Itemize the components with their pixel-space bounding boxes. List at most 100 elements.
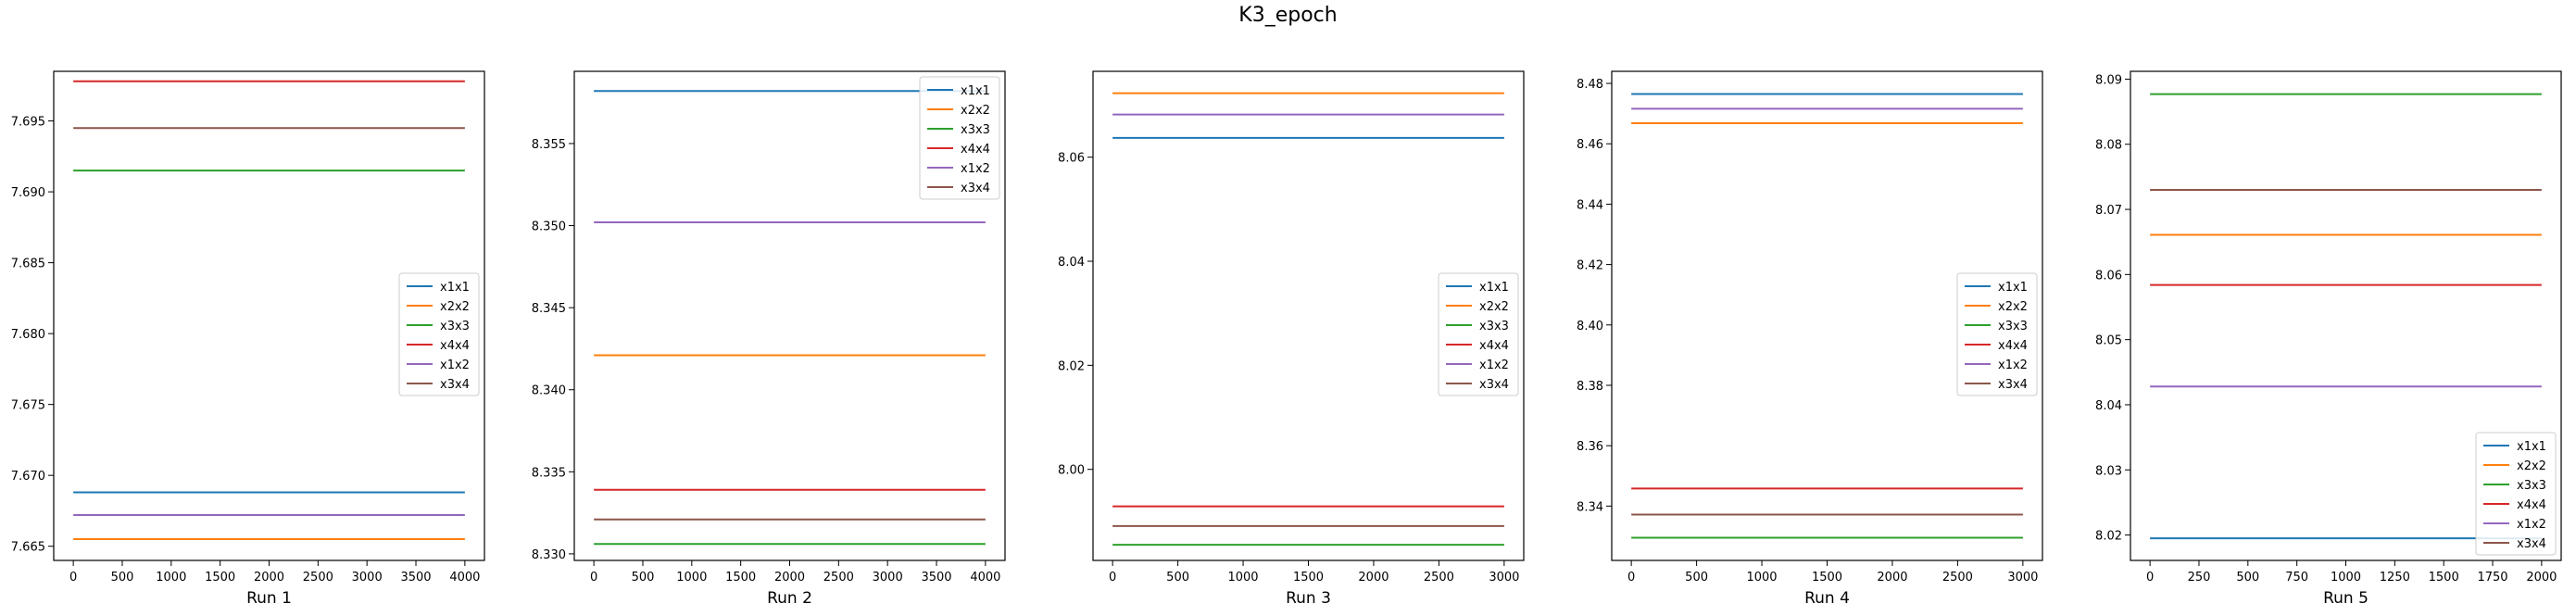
y-tick-label: 8.00 bbox=[1058, 464, 1085, 478]
legend-label-x3x4: x3x4 bbox=[2517, 537, 2546, 551]
x-tick-label: 3500 bbox=[921, 571, 951, 585]
x-tick-label: 2000 bbox=[1358, 571, 1389, 585]
legend-label-x3x3: x3x3 bbox=[1998, 320, 2028, 333]
x-tick-label: 2000 bbox=[2526, 571, 2557, 585]
x-axis-label: Run 5 bbox=[2323, 589, 2369, 608]
y-tick-label: 8.350 bbox=[532, 220, 566, 234]
x-tick-label: 3000 bbox=[2007, 571, 2038, 585]
x-tick-label: 500 bbox=[632, 571, 655, 585]
legend-label-x1x1: x1x1 bbox=[2517, 440, 2546, 454]
legend-label-x1x2: x1x2 bbox=[1479, 358, 1509, 372]
x-tick-label: 4000 bbox=[970, 571, 1000, 585]
subplot-1: 0 500 1000 1500 2000 2500 3000 3500 4000 7.665 7.6… bbox=[11, 70, 485, 608]
y-tick-label: 7.690 bbox=[11, 186, 45, 200]
y-tick-label: 8.355 bbox=[532, 138, 566, 152]
x-tick-label: 2500 bbox=[1424, 571, 1454, 585]
legend-label-x3x3: x3x3 bbox=[440, 320, 470, 333]
legend-label-x1x2: x1x2 bbox=[1998, 358, 2028, 372]
y-tick-label: 7.675 bbox=[11, 399, 45, 413]
x-tick-label: 500 bbox=[1166, 571, 1189, 585]
figure-title: K3_epoch bbox=[1238, 4, 1338, 27]
y-tick-label: 8.04 bbox=[1058, 256, 1085, 270]
y-tick-label: 7.685 bbox=[11, 258, 45, 271]
subplot-3: 0 500 1000 1500 2000 2500 3000 8.00 8.02 8.04 8.06… bbox=[1058, 70, 1525, 608]
legend-label-x2x2: x2x2 bbox=[2517, 459, 2546, 473]
y-tick-label: 8.07 bbox=[2095, 204, 2122, 218]
x-tick-label: 1500 bbox=[725, 571, 756, 585]
x-tick-label: 2500 bbox=[1942, 571, 1973, 585]
y-tick-label: 8.40 bbox=[1577, 320, 1603, 333]
x-axis-label: Run 1 bbox=[246, 589, 292, 608]
subplot-5: 0 250 500 750 1000 1250 1500 1750 2000 8.02 8.03 8.… bbox=[2095, 70, 2562, 608]
x-tick-label: 1750 bbox=[2477, 571, 2507, 585]
x-axis-label: Run 3 bbox=[1286, 589, 1331, 608]
y-tick-label: 7.665 bbox=[11, 541, 45, 555]
x-tick-label: 3500 bbox=[400, 571, 431, 585]
x-tick-label: 1500 bbox=[205, 571, 235, 585]
y-tick-label: 7.695 bbox=[11, 116, 45, 130]
y-tick-label: 8.38 bbox=[1577, 380, 1603, 394]
y-tick-label: 8.06 bbox=[1058, 152, 1085, 166]
x-tick-label: 0 bbox=[2146, 571, 2154, 585]
x-tick-label: 1000 bbox=[156, 571, 186, 585]
y-tick-label: 8.02 bbox=[1058, 359, 1085, 373]
x-tick-label: 2500 bbox=[303, 571, 333, 585]
legend-label-x3x3: x3x3 bbox=[1479, 320, 1509, 333]
x-tick-label: 0 bbox=[590, 571, 597, 585]
y-tick-label: 8.03 bbox=[2095, 464, 2122, 478]
x-tick-label: 1500 bbox=[1293, 571, 1324, 585]
x-tick-label: 500 bbox=[111, 571, 134, 585]
x-axis-label: Run 4 bbox=[1804, 589, 1850, 608]
legend-label-x1x2: x1x2 bbox=[961, 162, 990, 176]
x-tick-label: 3000 bbox=[352, 571, 383, 585]
y-tick-label: 7.670 bbox=[11, 470, 45, 484]
legend: x1x1 x2x2 x3x3 x4x4 x1x2 x3x4 bbox=[2475, 432, 2557, 556]
y-tick-label: 8.04 bbox=[2095, 399, 2122, 413]
y-tick-label: 8.44 bbox=[1577, 198, 1603, 212]
legend-label-x4x4: x4x4 bbox=[1479, 339, 1509, 353]
x-tick-label: 1000 bbox=[676, 571, 707, 585]
x-tick-label: 1500 bbox=[2429, 571, 2459, 585]
x-tick-label: 3000 bbox=[1489, 571, 1519, 585]
y-tick-label: 8.345 bbox=[532, 302, 566, 316]
x-tick-label: 2500 bbox=[823, 571, 854, 585]
y-tick-label: 8.330 bbox=[532, 548, 566, 562]
legend-label-x4x4: x4x4 bbox=[1998, 339, 2028, 353]
x-tick-label: 1250 bbox=[2380, 571, 2410, 585]
x-tick-label: 1000 bbox=[1227, 571, 1258, 585]
x-tick-label: 0 bbox=[1627, 571, 1635, 585]
y-tick-label: 8.340 bbox=[532, 384, 566, 398]
y-tick-label: 8.05 bbox=[2095, 334, 2122, 348]
x-axis-label: Run 2 bbox=[767, 589, 812, 608]
legend-label-x3x4: x3x4 bbox=[1998, 378, 2028, 392]
y-tick-label: 8.36 bbox=[1577, 440, 1603, 454]
legend-label-x1x1: x1x1 bbox=[440, 281, 470, 295]
legend-label-x2x2: x2x2 bbox=[1479, 300, 1509, 314]
legend: x1x1 x2x2 x3x3 x4x4 x1x2 x3x4 bbox=[398, 272, 480, 396]
legend-label-x4x4: x4x4 bbox=[440, 339, 470, 353]
legend-label-x2x2: x2x2 bbox=[961, 104, 990, 118]
legend: x1x1 x2x2 x3x3 x4x4 x1x2 x3x4 bbox=[919, 76, 1000, 200]
y-tick-label: 8.06 bbox=[2095, 269, 2122, 283]
legend-label-x4x4: x4x4 bbox=[2517, 498, 2546, 512]
x-tick-label: 2000 bbox=[774, 571, 805, 585]
x-tick-label: 1000 bbox=[1746, 571, 1777, 585]
legend-label-x2x2: x2x2 bbox=[1998, 300, 2028, 314]
y-tick-label: 8.42 bbox=[1577, 259, 1603, 273]
legend-label-x1x1: x1x1 bbox=[1998, 281, 2028, 295]
x-tick-label: 0 bbox=[1109, 571, 1116, 585]
x-tick-label: 500 bbox=[1685, 571, 1708, 585]
y-tick-label: 8.335 bbox=[532, 466, 566, 480]
x-tick-label: 750 bbox=[2285, 571, 2308, 585]
legend: x1x1 x2x2 x3x3 x4x4 x1x2 x3x4 bbox=[1438, 272, 1519, 396]
legend: x1x1 x2x2 x3x3 x4x4 x1x2 x3x4 bbox=[1956, 272, 2038, 396]
legend-label-x1x2: x1x2 bbox=[2517, 518, 2546, 532]
x-tick-label: 3000 bbox=[873, 571, 903, 585]
y-tick-label: 7.680 bbox=[11, 328, 45, 342]
legend-label-x3x3: x3x3 bbox=[961, 123, 990, 137]
x-tick-label: 2000 bbox=[254, 571, 284, 585]
legend-label-x3x4: x3x4 bbox=[1479, 378, 1509, 392]
x-tick-label: 4000 bbox=[449, 571, 480, 585]
y-tick-label: 8.02 bbox=[2095, 530, 2122, 544]
